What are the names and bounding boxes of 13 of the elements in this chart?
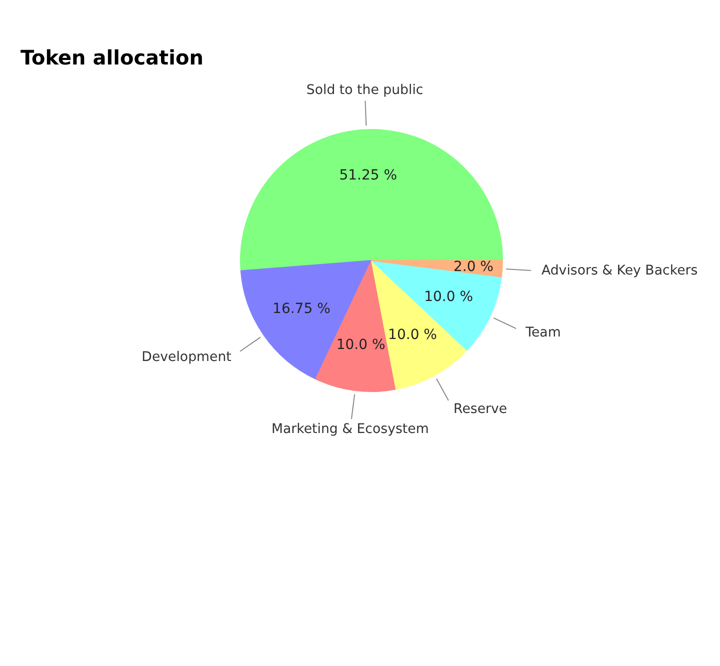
- slice-label: Advisors & Key Backers: [541, 264, 698, 279]
- slice-label: Development: [142, 350, 232, 365]
- slice-label: Marketing & Ecosystem: [271, 422, 429, 437]
- data-label: 2.0 %: [453, 258, 494, 275]
- data-label: 16.75 %: [272, 300, 330, 317]
- data-label: 10.0 %: [388, 327, 437, 344]
- data-label: 51.25 %: [339, 167, 398, 184]
- slice-label: Reserve: [454, 402, 508, 418]
- data-label: 10.0 %: [336, 336, 386, 353]
- chart-title: Token allocation: [20, 46, 204, 70]
- slice-label: Sold to the public: [306, 82, 424, 98]
- data-label: 10.0 %: [424, 288, 474, 305]
- slice-label: Team: [524, 326, 561, 341]
